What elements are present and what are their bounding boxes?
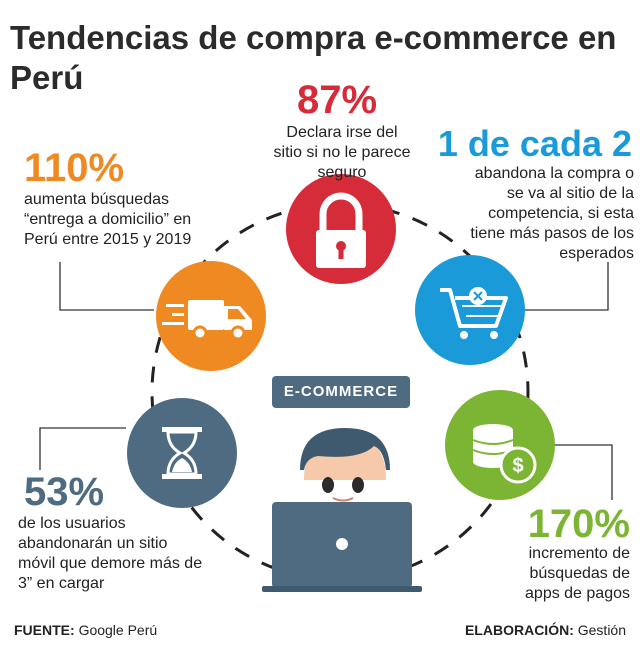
lock-icon — [286, 174, 396, 284]
footer-source-value: Google Perú — [78, 622, 158, 638]
connector-delivery — [59, 262, 154, 311]
svg-text:$: $ — [512, 455, 523, 477]
stat-cart-text: abandona la compra o se va al sitio de l… — [470, 165, 634, 262]
stat-mobile-text: de los usuarios abandonarán un sitio móv… — [18, 515, 203, 592]
connector-mobile — [39, 427, 126, 470]
connector-payments — [548, 444, 613, 500]
footer-credit: ELABORACIÓN: Gestión — [465, 622, 626, 638]
center-badge: E-COMMERCE — [272, 376, 410, 408]
stat-delivery-text: aumenta búsquedas “entrega a domicilio” … — [24, 191, 192, 248]
footer-credit-value: Gestión — [577, 622, 626, 638]
stat-payments-text: incremento de búsquedas de apps de pagos — [525, 545, 630, 602]
person-laptop-icon — [262, 428, 422, 592]
stat-mobile-value: 53% — [24, 470, 105, 514]
stat-payments-value: 170% — [527, 502, 630, 546]
connector-cart — [520, 262, 609, 311]
shopping-cart-icon — [415, 255, 525, 365]
stat-delivery-value: 110% — [24, 146, 125, 190]
footer-credit-label: ELABORACIÓN: — [464, 622, 574, 638]
delivery-truck-icon — [156, 261, 266, 371]
footer-source-label: FUENTE: — [14, 622, 75, 638]
coins-dollar-icon: $ — [445, 390, 555, 500]
hourglass-icon — [127, 398, 237, 508]
stat-secure-value: 87% — [296, 78, 378, 122]
footer-source: FUENTE: Google Perú — [14, 622, 157, 638]
stat-secure-text: Declara irse del sitio si no le parece s… — [273, 124, 411, 181]
page-title: Tendencias de compra e-commerce en Perú — [10, 19, 617, 96]
stat-cart-value: 1 de cada 2 — [437, 123, 632, 164]
